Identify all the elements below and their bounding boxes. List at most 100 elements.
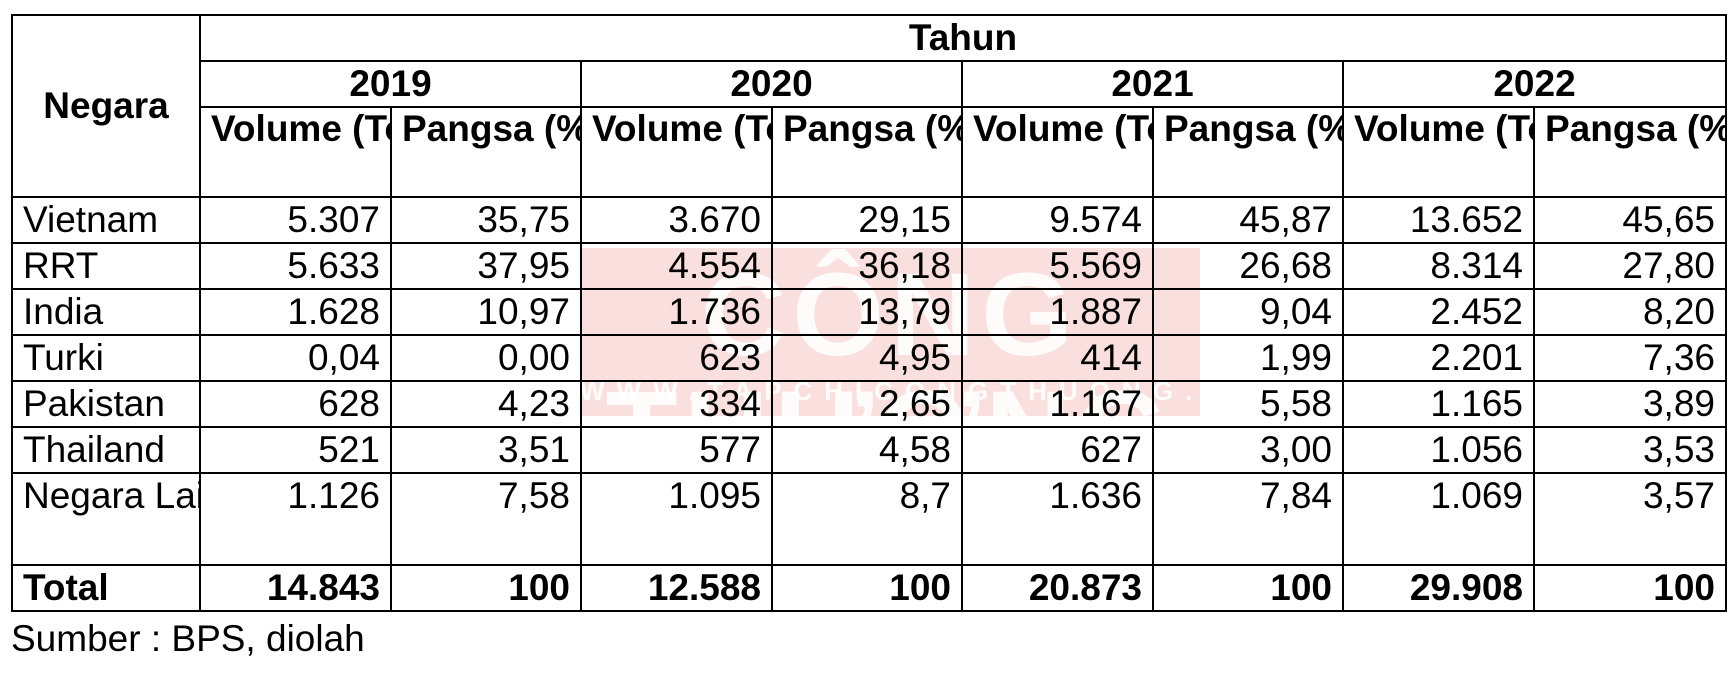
- table-row: Negara Lainnya1.1267,581.0958,71.6367,84…: [11, 472, 1727, 566]
- share-cell: 3,57: [1533, 472, 1727, 566]
- year-header: 2019: [199, 60, 582, 108]
- volume-cell: 4.554: [580, 242, 773, 290]
- share-cell: 3,53: [1533, 426, 1727, 474]
- share-cell: 3,51: [390, 426, 582, 474]
- table-row: RRT 5.633 37,95 4.554 36,18 5.569 26,68 8.314 27…: [11, 242, 1727, 290]
- volume-cell: 628: [199, 380, 392, 428]
- year-header: 2022: [1342, 60, 1727, 108]
- total-share-cell: 100: [771, 564, 963, 612]
- total-volume-cell: 29.908: [1342, 564, 1535, 612]
- share-cell: 7,84: [1152, 472, 1344, 566]
- table-row: Thailand 521 3,51 577 4,58 627 3,00 1.056 3,53: [11, 426, 1727, 474]
- table-body: Vietnam 5.307 35,75 3.670 29,15 9.574 45,87 13.…: [11, 196, 1727, 612]
- share-cell: 36,18: [771, 242, 963, 290]
- volume-cell: 5.569: [961, 242, 1154, 290]
- volume-cell: 334: [580, 380, 773, 428]
- country-name-cell: Vietnam: [11, 196, 201, 244]
- table-row: Pakistan 628 4,23 334 2,65 1.167 5,58 1.165 3,89: [11, 380, 1727, 428]
- share-cell: 10,97: [390, 288, 582, 336]
- share-cell: 27,80: [1533, 242, 1727, 290]
- volume-cell: 1.628: [199, 288, 392, 336]
- volume-cell: 5.307: [199, 196, 392, 244]
- volume-cell: 1.636: [961, 472, 1154, 566]
- share-cell: 0,00: [390, 334, 582, 382]
- volume-header: Volume (Ton): [199, 106, 392, 198]
- volume-cell: 3.670: [580, 196, 773, 244]
- share-cell: 7,58: [390, 472, 582, 566]
- table-row: India 1.628 10,97 1.736 13,79 1.887 9,04 2.452 8…: [11, 288, 1727, 336]
- year-header: 2021: [961, 60, 1344, 108]
- country-name-cell: Turki: [11, 334, 201, 382]
- share-cell: 1,99: [1152, 334, 1344, 382]
- country-name-cell: RRT: [11, 242, 201, 290]
- share-cell: 3,00: [1152, 426, 1344, 474]
- volume-cell: 2.201: [1342, 334, 1535, 382]
- volume-header: Volume (Ton): [1342, 106, 1535, 198]
- volume-cell: 577: [580, 426, 773, 474]
- country-name-cell: Pakistan: [11, 380, 201, 428]
- volume-cell: 1.056: [1342, 426, 1535, 474]
- volume-cell: 1.095: [580, 472, 773, 566]
- volume-cell: 9.574: [961, 196, 1154, 244]
- volume-cell: 1.165: [1342, 380, 1535, 428]
- total-share-cell: 100: [1533, 564, 1727, 612]
- share-cell: 7,36: [1533, 334, 1727, 382]
- volume-cell: 1.887: [961, 288, 1154, 336]
- share-cell: 2,65: [771, 380, 963, 428]
- volume-cell: 8.314: [1342, 242, 1535, 290]
- volume-cell: 1.167: [961, 380, 1154, 428]
- year-group-header: Tahun: [199, 14, 1727, 62]
- share-header: Pangsa (%): [1533, 106, 1727, 198]
- share-cell: 29,15: [771, 196, 963, 244]
- country-name-cell: Thailand: [11, 426, 201, 474]
- volume-cell: 1.069: [1342, 472, 1535, 566]
- total-volume-cell: 14.843: [199, 564, 392, 612]
- volume-cell: 0,04: [199, 334, 392, 382]
- header-row-year-group: Negara Tahun: [11, 14, 1727, 198]
- total-volume-cell: 12.588: [580, 564, 773, 612]
- total-volume-cell: 20.873: [961, 564, 1154, 612]
- volume-cell: 623: [580, 334, 773, 382]
- country-name-cell: Negara Lainnya: [11, 472, 201, 566]
- header-row-years: 2019 2020 2021 2022: [12, 60, 1727, 108]
- import-share-table: Negara Tahun 2019 2020 2021 2022 Volume …: [11, 14, 1727, 612]
- share-header: Pangsa (%): [771, 106, 963, 198]
- share-cell: 4,58: [771, 426, 963, 474]
- volume-header: Volume (Ton): [580, 106, 773, 198]
- country-column-header: Negara: [11, 14, 201, 198]
- share-cell: 3,89: [1533, 380, 1727, 428]
- share-cell: 37,95: [390, 242, 582, 290]
- share-cell: 4,95: [771, 334, 963, 382]
- share-cell: 9,04: [1152, 288, 1344, 336]
- share-cell: 5,58: [1152, 380, 1344, 428]
- volume-cell: 13.652: [1342, 196, 1535, 244]
- share-cell: 8,7: [771, 472, 963, 566]
- volume-cell: 627: [961, 426, 1154, 474]
- source-note: Sumber : BPS, diolah: [11, 618, 365, 659]
- volume-cell: 2.452: [1342, 288, 1535, 336]
- year-header: 2020: [580, 60, 963, 108]
- share-cell: 4,23: [390, 380, 582, 428]
- share-cell: 13,79: [771, 288, 963, 336]
- share-cell: 35,75: [390, 196, 582, 244]
- share-cell: 26,68: [1152, 242, 1344, 290]
- share-cell: 45,65: [1533, 196, 1727, 244]
- share-cell: 45,87: [1152, 196, 1344, 244]
- total-row: Total 14.843 100 12.588 100 20.873 100 29.908 10…: [11, 564, 1727, 612]
- table-row: Turki 0,04 0,00 623 4,95 414 1,99 2.201 7,36: [11, 334, 1727, 382]
- volume-cell: 521: [199, 426, 392, 474]
- share-header: Pangsa (%): [1152, 106, 1344, 198]
- total-label-cell: Total: [11, 564, 201, 612]
- volume-cell: 1.126: [199, 472, 392, 566]
- share-header: Pangsa (%): [390, 106, 582, 198]
- total-share-cell: 100: [1152, 564, 1344, 612]
- header-row-measures: Volume (Ton) Pangsa (%) Volume (Ton) Pan…: [12, 106, 1727, 198]
- country-name-cell: India: [11, 288, 201, 336]
- table-row: Vietnam 5.307 35,75 3.670 29,15 9.574 45,87 13.…: [11, 196, 1727, 244]
- total-share-cell: 100: [390, 564, 582, 612]
- share-cell: 8,20: [1533, 288, 1727, 336]
- volume-cell: 414: [961, 334, 1154, 382]
- volume-cell: 1.736: [580, 288, 773, 336]
- volume-cell: 5.633: [199, 242, 392, 290]
